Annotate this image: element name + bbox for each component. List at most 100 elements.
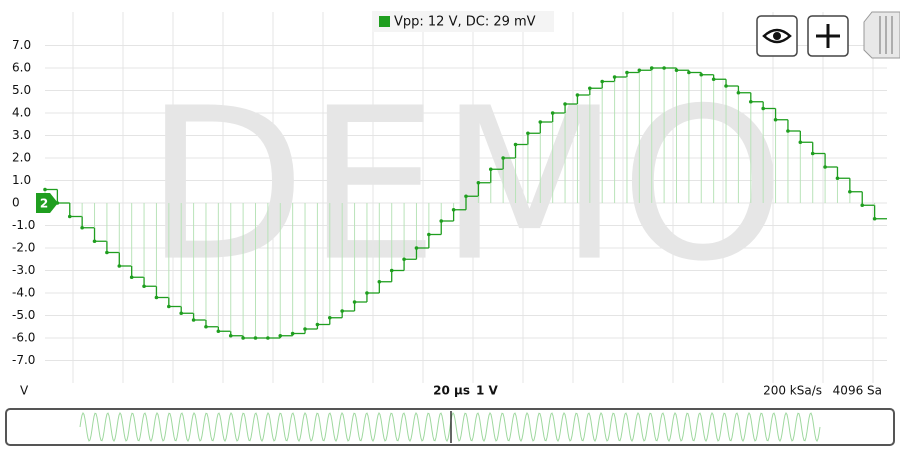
tab-grip [879, 16, 893, 54]
sample-point [823, 165, 827, 169]
sample-point [612, 75, 617, 79]
channel-marker: 2 [36, 193, 58, 213]
sample-point [241, 336, 245, 340]
sample-point [352, 300, 357, 304]
y-tick-label: 2.0 [12, 151, 31, 165]
sample-point [550, 111, 555, 115]
sample-point [266, 336, 270, 340]
sample-point [167, 304, 171, 309]
timebase: 20 µs [433, 384, 470, 398]
sample-point [129, 275, 134, 280]
sample-point [439, 219, 444, 223]
sample-point [117, 264, 122, 268]
sample-point [786, 129, 790, 133]
sample-point [476, 180, 481, 185]
sample-point [662, 66, 666, 70]
eye-button[interactable] [756, 15, 798, 57]
eye-pupil [773, 32, 781, 40]
sample-point [278, 333, 283, 338]
y-tick-label: -3.0 [12, 263, 35, 277]
sample-point [538, 120, 543, 124]
sample-point [389, 268, 394, 273]
sample-point [736, 90, 741, 95]
overview-strip[interactable] [5, 408, 895, 446]
sample-point [488, 167, 493, 172]
y-tick-label: 5.0 [12, 83, 31, 97]
sample-point [773, 117, 778, 122]
sample-point [105, 250, 109, 255]
sample-point [711, 77, 716, 82]
sample-point [501, 156, 505, 160]
y-tick-label: -4.0 [12, 286, 35, 300]
y-tick-label: -7.0 [12, 353, 35, 367]
sample-point [365, 291, 369, 295]
sample-point [810, 151, 815, 156]
sample-point [625, 70, 629, 75]
y-tick-label: 1.0 [12, 173, 31, 187]
sample-point [860, 203, 865, 208]
plus-icon [816, 24, 840, 48]
sample-point [154, 295, 159, 300]
sample-point [451, 207, 456, 212]
sample-point [67, 214, 72, 219]
watermark: DEMO [145, 63, 786, 308]
volts-per-div: 1 V [476, 384, 499, 398]
sample-point [402, 257, 406, 262]
tab-shape[interactable] [863, 11, 900, 59]
y-tick-label: 0 [12, 196, 20, 210]
y-unit: V [20, 384, 29, 398]
y-tick-label: -5.0 [12, 308, 35, 322]
sample-point [761, 106, 765, 111]
sample-point [848, 189, 852, 194]
sample-point [340, 309, 344, 313]
sample-point [414, 246, 419, 250]
sample-point [303, 327, 307, 331]
overview-wave [79, 411, 821, 443]
sample-point [526, 131, 530, 136]
y-tick-label: -2.0 [12, 241, 35, 255]
legend-box [372, 11, 554, 32]
sample-point [43, 187, 47, 192]
sample-rate: 200 kSa/s [763, 384, 822, 398]
sample-point [191, 318, 196, 322]
sample-point [687, 70, 691, 75]
y-tick-label: 7.0 [12, 38, 31, 52]
sample-point [92, 239, 97, 244]
plot [43, 66, 887, 340]
y-tick-label: 4.0 [12, 106, 31, 120]
legend-swatch [379, 16, 390, 27]
sample-point [600, 79, 605, 84]
legend-text: Vpp: 12 V, DC: 29 mV [394, 15, 536, 30]
sample-point [228, 333, 233, 338]
sample-point [427, 232, 431, 237]
y-tick-label: 6.0 [12, 61, 31, 75]
sample-point [637, 68, 642, 73]
sample-point [290, 331, 295, 336]
y-tick-label: 3.0 [12, 128, 31, 142]
y-tick-label: -6.0 [12, 331, 35, 345]
sample-point [872, 216, 877, 221]
sample-point [724, 84, 728, 88]
sample-point [649, 66, 654, 70]
sample-point [80, 225, 84, 230]
sample-point [575, 93, 580, 97]
sample-point [798, 140, 803, 145]
sample-point [835, 176, 840, 181]
sample-point [253, 336, 258, 340]
sample-point [674, 68, 679, 73]
y-tick-label: -1.0 [12, 218, 35, 232]
sample-point [377, 279, 382, 284]
sample-point [588, 86, 592, 91]
sample-point [748, 99, 753, 104]
channel-label: 2 [40, 197, 48, 211]
sample-point [216, 329, 221, 334]
sample-count: 4096 Sa [833, 384, 882, 398]
sample-point [315, 322, 320, 327]
add-button[interactable] [807, 15, 849, 57]
eye-icon [762, 28, 792, 44]
sample-point [563, 102, 567, 106]
side-panel-tab[interactable] [863, 11, 900, 59]
sample-point [204, 324, 208, 329]
sample-point [699, 72, 704, 77]
